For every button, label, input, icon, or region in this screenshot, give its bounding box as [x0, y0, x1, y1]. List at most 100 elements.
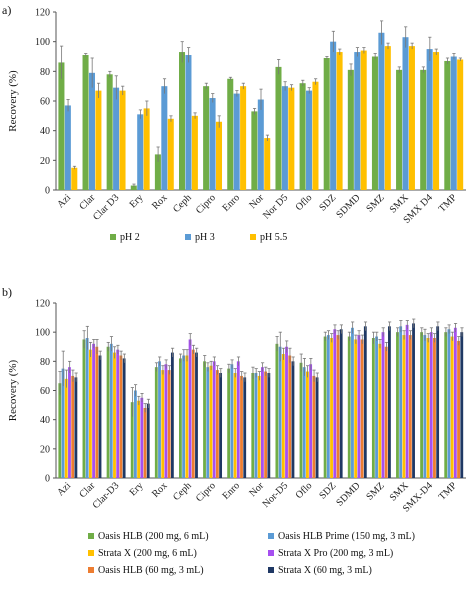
bar [95, 90, 102, 190]
bar [402, 37, 409, 190]
bar [243, 377, 247, 478]
x-tick-label: Ceph [171, 480, 194, 503]
panel-label: a) [2, 3, 11, 17]
bar [405, 324, 409, 478]
x-tick-label: Clar D3 [91, 192, 121, 222]
x-tick-label: Enro [220, 480, 242, 502]
x-tick-label: SDZ [317, 480, 338, 501]
bar [450, 56, 457, 190]
bar [143, 108, 150, 190]
bar [158, 361, 161, 478]
y-tick-label: 80 [40, 357, 50, 368]
bar [257, 375, 261, 478]
bar [170, 352, 174, 478]
bar [167, 118, 174, 190]
bar [82, 55, 89, 191]
bar [154, 367, 158, 478]
bar [106, 346, 110, 478]
bar [98, 355, 102, 478]
bar [140, 397, 144, 478]
bar [106, 74, 113, 190]
legend-entry: Strata X Pro (200 mg, 3 mL) [278, 548, 393, 559]
y-tick-label: 0 [45, 186, 50, 197]
x-tick-label: Rox [150, 192, 170, 212]
bar [312, 81, 319, 190]
bar [299, 83, 306, 190]
bar [357, 335, 361, 478]
bar [354, 339, 358, 478]
bar [291, 361, 295, 478]
bar [396, 69, 403, 190]
y-tick-label: 80 [40, 67, 50, 78]
bar [347, 336, 351, 478]
bar [396, 332, 399, 478]
bar [288, 355, 292, 478]
bar [133, 390, 137, 478]
bar [323, 336, 327, 478]
x-tick-label: Enro [220, 192, 242, 214]
x-tick-label: Clar [77, 192, 97, 212]
bar [426, 338, 430, 478]
legend-entry: Oasis HLB (60 mg, 3 mL) [98, 565, 204, 576]
bar [402, 335, 406, 478]
bar [384, 346, 388, 478]
bar [64, 105, 71, 190]
bar [347, 69, 354, 190]
x-tick-label: SMZ [364, 192, 386, 214]
bar [164, 364, 168, 478]
legend-swatch [268, 533, 274, 539]
bar [233, 373, 237, 478]
bar [384, 46, 391, 190]
x-tick-label: Oflo [294, 192, 315, 213]
bar [450, 336, 454, 478]
legend-swatch [250, 234, 256, 240]
bar [227, 368, 231, 478]
y-tick-label: 20 [40, 444, 50, 455]
bar [58, 62, 65, 190]
y-tick-label: 40 [40, 126, 50, 137]
bar [444, 332, 448, 478]
bar [444, 60, 451, 191]
bar [182, 355, 186, 478]
bar [161, 86, 168, 190]
y-tick-label: 0 [45, 474, 50, 485]
legend-entry: pH 2 [120, 232, 140, 243]
bar [420, 69, 427, 190]
legend-entry: pH 3 [195, 232, 215, 243]
bar [185, 55, 192, 191]
bar [453, 327, 457, 478]
bar [85, 338, 89, 478]
bar [371, 338, 375, 478]
legend-swatch [88, 567, 94, 573]
y-axis-label: Recovery (%) [7, 359, 19, 421]
bar [399, 326, 403, 478]
bar [209, 98, 216, 190]
bar [233, 93, 240, 190]
bar [88, 72, 95, 190]
bar [71, 375, 75, 478]
legend-swatch [268, 550, 274, 556]
bar [278, 346, 282, 478]
y-tick-label: 100 [35, 37, 50, 48]
bar [360, 339, 364, 478]
bar [312, 375, 316, 478]
legend-swatch [88, 550, 94, 556]
x-tick-label: Ery [128, 192, 146, 210]
bar [92, 343, 95, 478]
bar [375, 336, 378, 478]
x-tick-label: Rox [150, 480, 170, 500]
y-tick-label: 60 [40, 386, 50, 397]
bar [191, 115, 198, 190]
bar [426, 49, 433, 191]
x-tick-label: TMP [437, 480, 460, 503]
bar [429, 332, 433, 478]
bar [167, 370, 171, 478]
bar [68, 367, 71, 478]
bar [433, 338, 436, 478]
bar [119, 355, 123, 478]
bar [309, 364, 313, 478]
bar [288, 87, 295, 190]
bar [188, 339, 192, 478]
bar [315, 377, 319, 478]
